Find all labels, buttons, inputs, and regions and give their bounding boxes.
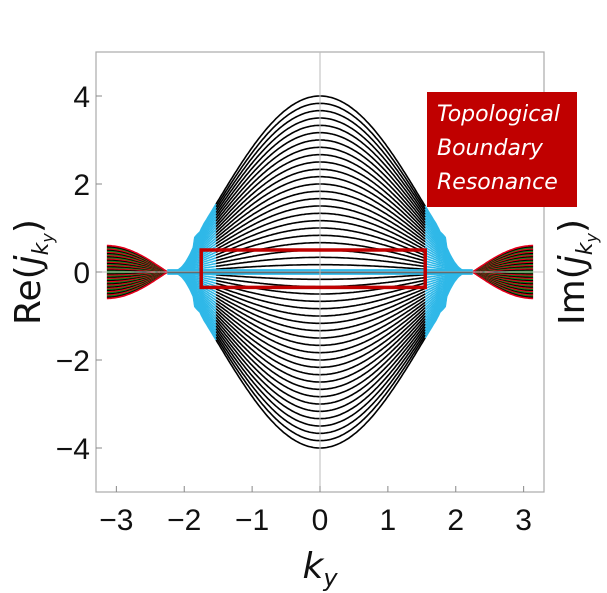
- band-line: [215, 117, 426, 215]
- band-line: [472, 244, 534, 273]
- y-axis-ticks: −4 −2 0 2 4: [56, 81, 102, 466]
- annotation-line-1: Topological: [437, 102, 560, 127]
- x-tick-label: 0: [312, 504, 329, 537]
- band-line: [215, 298, 426, 347]
- band-line: [215, 131, 426, 221]
- band-line: [215, 296, 426, 339]
- band-lines: [106, 95, 534, 449]
- band-line: [215, 309, 426, 376]
- x-axis-label: ky: [302, 546, 338, 592]
- band-line: [215, 290, 426, 325]
- band-line: [215, 153, 426, 229]
- band-line: [215, 212, 426, 251]
- band-line: [215, 284, 426, 310]
- x-tick-label: 1: [380, 504, 397, 537]
- band-line: [472, 271, 534, 300]
- band-line: [215, 293, 426, 332]
- band-line: [215, 234, 426, 260]
- band-line: [215, 109, 426, 213]
- y-axis-label-left: Re(jky): [8, 219, 57, 325]
- band-line: [215, 282, 426, 303]
- band-line: [215, 146, 426, 226]
- band-line: [215, 219, 426, 254]
- annotation-line-2: Boundary: [437, 136, 544, 161]
- band-line: [215, 312, 426, 383]
- band-line: [215, 320, 426, 405]
- band-line: [215, 337, 426, 449]
- band-line: [215, 190, 426, 243]
- band-line: [215, 287, 426, 317]
- band-line: [215, 161, 426, 232]
- band-line: [215, 139, 426, 224]
- y-tick-label: 4: [73, 81, 90, 114]
- band-line: [215, 168, 426, 235]
- y-tick-label: 0: [73, 257, 90, 290]
- band-line: [215, 102, 426, 210]
- y-tick-label: −2: [56, 345, 90, 378]
- y-tick-label: −4: [56, 433, 90, 466]
- band-line: [215, 304, 426, 361]
- band-line: [215, 326, 426, 420]
- x-tick-label: −1: [235, 504, 269, 537]
- band-line: [215, 323, 426, 413]
- x-tick-label: −2: [167, 504, 201, 537]
- band-line: [215, 329, 426, 427]
- band-line: [215, 315, 426, 391]
- band-line: [215, 301, 426, 354]
- highlight-box: [199, 248, 427, 290]
- x-tick-label: 2: [447, 504, 464, 537]
- band-line: [215, 175, 426, 237]
- band-line: [216, 273, 426, 281]
- annotation-line-3: Resonance: [437, 170, 558, 195]
- band-line: [215, 205, 426, 248]
- band-line: [215, 307, 426, 369]
- band-line: [215, 183, 426, 240]
- band-line: [106, 244, 169, 273]
- x-axis-ticks: −3 −2 −1 0 1 2 3: [99, 486, 532, 537]
- band-line: [106, 271, 169, 300]
- band-line: [215, 331, 426, 435]
- band-line: [216, 263, 426, 271]
- x-tick-label: −3: [99, 504, 133, 537]
- band-line: [215, 256, 426, 268]
- annotation-background: [427, 92, 577, 207]
- annotation-box: Topological Boundary Resonance: [427, 92, 577, 207]
- band-line: [215, 318, 426, 398]
- y-tick-label: 2: [73, 169, 90, 202]
- y-axis-label-right: Im(jky): [552, 219, 601, 325]
- band-line: [215, 95, 426, 207]
- x-tick-label: 3: [515, 504, 532, 537]
- band-line: [215, 227, 426, 257]
- band-line: [215, 124, 426, 218]
- band-line: [215, 197, 426, 246]
- band-line: [215, 334, 426, 442]
